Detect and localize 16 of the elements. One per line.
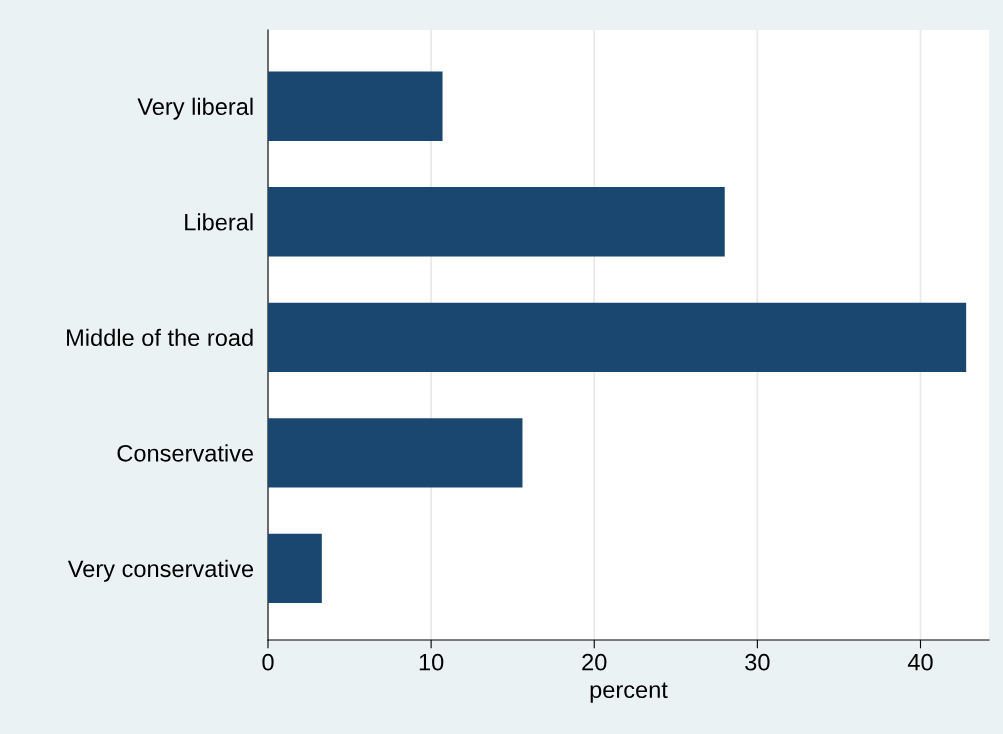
x-tick-label: 10	[419, 653, 444, 671]
x-tick-label: 20	[582, 653, 607, 671]
x-tick-label: 30	[745, 653, 770, 671]
bar	[268, 533, 322, 604]
y-tick-label: Very conservative	[67, 559, 254, 582]
bar	[268, 187, 725, 257]
y-tick-label: Very liberal	[137, 97, 253, 120]
bar	[268, 302, 967, 372]
y-tick-label: Liberal	[185, 213, 253, 231]
x-tick-label: 40	[907, 653, 933, 671]
x-tick-label: 0	[262, 653, 274, 671]
bar	[268, 418, 523, 488]
bar	[268, 71, 443, 141]
y-tick-label: Conservative	[117, 444, 254, 462]
y-tick-label: Middle of the road	[67, 328, 253, 347]
x-axis-title: percent	[590, 682, 668, 703]
